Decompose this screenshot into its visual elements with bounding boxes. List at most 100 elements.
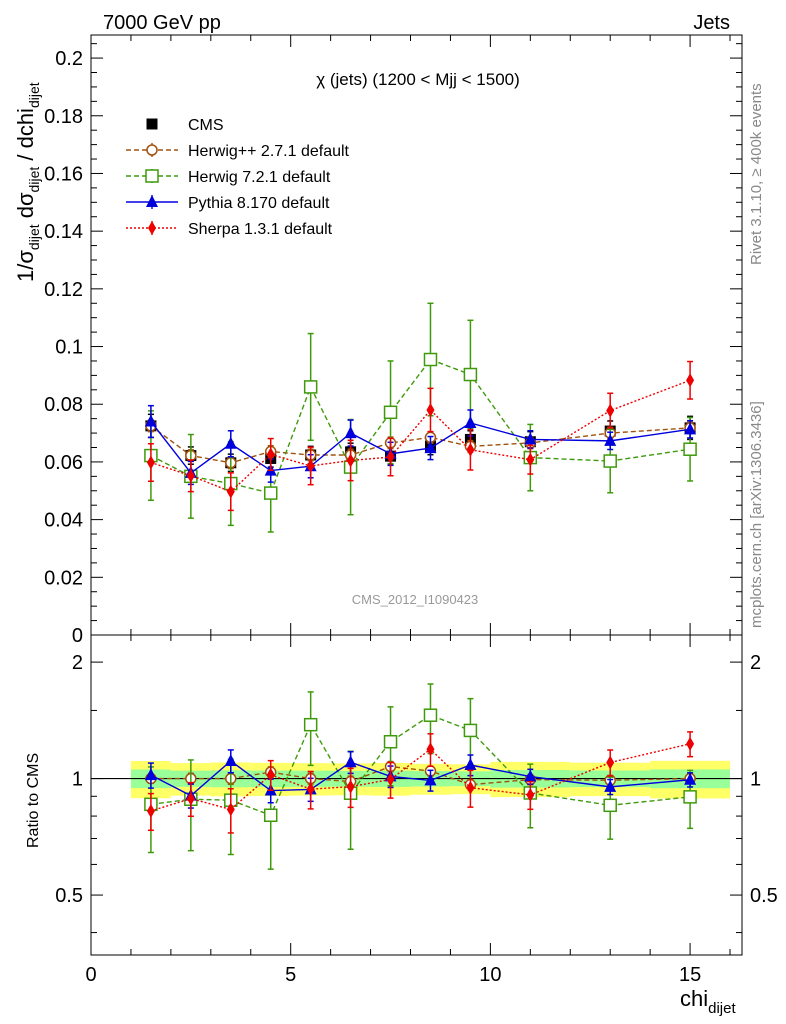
y-tick-label: 0.1 xyxy=(55,337,83,359)
series-3-point xyxy=(526,452,535,467)
ratio-plot: 0 5 10 15 0.5 0.5 1 1 2 2 xyxy=(55,634,778,986)
legend-series-1-marker xyxy=(145,169,159,183)
y-tick-label: 0.04 xyxy=(44,510,83,532)
legend-series-2-marker xyxy=(146,195,158,207)
series-1-line xyxy=(150,358,691,494)
chart-title: χ (jets) (1200 < Mjj < 1500) xyxy=(316,70,520,89)
y-label-sub3: dijet xyxy=(26,82,42,108)
series-3-point xyxy=(426,403,435,417)
ratio-y-label: Ratio to CMS xyxy=(25,753,42,848)
series-3-ratio-line xyxy=(150,743,691,812)
series-2-ratio-point xyxy=(144,768,157,781)
legend-series-0-marker xyxy=(146,144,158,156)
series-3-point xyxy=(186,468,195,483)
legend-series-1-label: Herwig 7.2.1 default xyxy=(188,169,331,186)
series-3-point xyxy=(146,455,155,470)
series-3-point xyxy=(306,458,315,473)
ratio-frame xyxy=(90,634,743,956)
y-tick-label: 0.18 xyxy=(44,106,83,128)
x-label-sub: dijet xyxy=(708,1000,736,1017)
x-tick-label: 10 xyxy=(479,964,501,986)
ratio-tick-label: 2 xyxy=(72,652,83,674)
legend-cms-label: CMS xyxy=(188,117,224,134)
series-2-ratio-line xyxy=(150,760,691,797)
series-3-point xyxy=(346,453,355,468)
ratio-tick-label-right: 0.5 xyxy=(750,885,778,907)
series-3-point xyxy=(266,447,275,462)
y-tick-label: 0 xyxy=(72,625,83,647)
y-tick-label: 0.06 xyxy=(44,452,83,474)
series-0-line xyxy=(150,425,691,464)
series-1-ratio-point xyxy=(463,723,478,738)
series-1-point xyxy=(463,367,478,382)
legend-cms-marker xyxy=(146,118,158,130)
series-3-ratio-point xyxy=(146,803,155,818)
series-1-ratio-point xyxy=(303,717,318,732)
series-2-point xyxy=(524,432,537,445)
series-1-ratio-point xyxy=(683,790,697,804)
series-3-point xyxy=(226,484,235,499)
series-3-ratio-point xyxy=(466,780,475,795)
series-3-point xyxy=(466,442,475,457)
series-3-line xyxy=(150,379,691,493)
ratio-tick-label-right: 2 xyxy=(750,652,761,674)
series-1-ratio-point xyxy=(383,734,398,749)
series-2-point xyxy=(224,436,237,449)
series-1-point xyxy=(383,405,398,420)
x-tick-label: 5 xyxy=(285,964,296,986)
series-1-ratio-point xyxy=(263,808,278,823)
series-3-ratio-point xyxy=(526,787,535,802)
ratio-tick-label: 0.5 xyxy=(55,885,83,907)
header-right: Jets xyxy=(693,12,730,34)
series-1-point xyxy=(303,380,318,394)
y-label-sub1: dijet xyxy=(26,224,42,250)
series-1-point xyxy=(423,352,438,367)
series-3-point xyxy=(686,373,695,388)
series-2-point xyxy=(464,415,477,428)
series-2-ratio-point xyxy=(224,753,237,766)
series-1-point xyxy=(263,486,278,500)
series-2-line xyxy=(150,421,691,474)
series-3-ratio-point xyxy=(426,742,435,757)
series-2-ratio-point xyxy=(344,755,357,768)
series-2-point xyxy=(604,433,617,446)
series-2-point xyxy=(684,422,697,435)
series-3-ratio-point xyxy=(226,802,235,817)
ratio-tick-label-right: 1 xyxy=(750,769,761,791)
legend-series-3-marker xyxy=(148,221,156,235)
y-tick-label: 0.02 xyxy=(44,567,83,589)
legend: CMS Herwig++ 2.7.1 default Herwig 7.2.1 de… xyxy=(126,117,350,238)
x-label-main: chi xyxy=(680,986,708,1011)
series-3-ratio-point xyxy=(606,755,615,770)
header-left: 7000 GeV pp xyxy=(103,12,221,34)
series-1-point xyxy=(683,442,697,456)
series-3-ratio-point xyxy=(386,772,395,787)
series-3-point xyxy=(386,450,395,465)
y-label-prefix: 1/σ xyxy=(13,250,38,282)
y-label-suffix: / dchi xyxy=(13,108,38,167)
y-axis-label: 1/σdijet dσdijet / dchidijet xyxy=(13,82,42,282)
series-3-ratio-point xyxy=(266,767,275,782)
x-tick-label: 0 xyxy=(85,964,96,986)
legend-series-3-label: Sherpa 1.3.1 default xyxy=(188,221,333,238)
series-2-point xyxy=(424,441,437,454)
series-0-ratio-line xyxy=(150,765,691,786)
series-3-point xyxy=(606,403,615,418)
x-axis-label: chidijet xyxy=(680,986,736,1017)
x-tick-label: 15 xyxy=(679,964,701,986)
y-label-sub2: dijet xyxy=(26,167,42,193)
ratio-tick-label: 1 xyxy=(72,769,83,791)
y-tick-label: 0.16 xyxy=(44,163,83,185)
analysis-id: CMS_2012_I1090423 xyxy=(352,592,479,607)
y-tick-label: 0.12 xyxy=(44,279,83,301)
series-1-point xyxy=(603,454,617,468)
series-1-ratio-point xyxy=(423,708,438,722)
series-2-point xyxy=(144,414,157,427)
series-1-ratio-point xyxy=(603,798,617,813)
series-2-ratio-point xyxy=(464,758,477,771)
series-2-point xyxy=(344,426,357,439)
y-tick-label: 0.08 xyxy=(44,394,83,416)
main-plot: 0 0.02 0.04 0.06 0.08 0.1 0.12 0.14 0.16 0.18 0.2 xyxy=(44,34,743,647)
series-3-ratio-point xyxy=(346,779,355,794)
